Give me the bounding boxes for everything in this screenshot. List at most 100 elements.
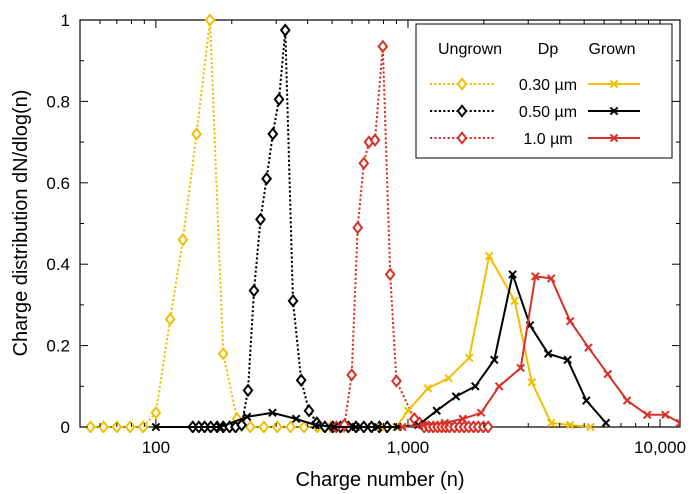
data-point-x: [311, 420, 320, 430]
legend-size-label: 0.30 µm: [519, 77, 577, 94]
data-point-x: [268, 408, 277, 418]
data-point-diamond: [217, 346, 229, 361]
data-point-x: [565, 316, 575, 326]
data-point-x: [451, 392, 461, 401]
data-point-x: [609, 133, 619, 143]
data-point-diamond: [303, 403, 315, 418]
series-line: [402, 275, 680, 428]
data-point-diamond: [248, 283, 260, 298]
y-tick-label: 0.6: [46, 174, 70, 193]
data-point-diamond: [408, 412, 420, 426]
legend-size-label: 0.50 µm: [519, 104, 577, 121]
data-point-diamond: [377, 39, 389, 54]
data-point-diamond: [242, 383, 254, 398]
data-point-diamond: [390, 374, 402, 388]
legend-header: Dp: [538, 41, 559, 58]
data-point-diamond: [137, 420, 149, 433]
data-point-diamond: [271, 420, 283, 433]
data-point-x: [543, 349, 553, 359]
data-point-diamond: [384, 267, 396, 282]
series-line: [336, 45, 489, 428]
data-point-x: [484, 251, 494, 261]
data-point-x: [476, 408, 486, 418]
data-point-x: [563, 355, 572, 365]
data-point-diamond: [298, 420, 310, 433]
data-point-x: [516, 363, 525, 373]
y-tick-label: 0.2: [46, 337, 70, 356]
x-tick-label: 10,000: [634, 438, 686, 457]
data-point-x: [546, 418, 556, 428]
x-axis-label: Charge number (n): [296, 469, 465, 491]
data-point-x: [373, 422, 383, 432]
y-tick-label: 0.8: [46, 92, 70, 111]
data-point-x: [291, 414, 301, 424]
data-point-diamond: [84, 420, 96, 433]
data-point-diamond: [191, 127, 203, 141]
x-tick-label: 1,000: [387, 438, 430, 457]
data-point-x: [471, 381, 480, 391]
data-point-diamond: [204, 14, 216, 27]
series-ungrown-030: [84, 14, 350, 433]
data-point-x: [215, 422, 225, 432]
y-tick-label: 1: [61, 11, 70, 30]
data-point-diamond: [258, 420, 270, 433]
data-point-diamond: [255, 212, 266, 227]
y-tick-label: 0.4: [46, 255, 70, 274]
data-point-x: [444, 373, 453, 383]
data-point-diamond: [124, 420, 136, 433]
data-point-diamond: [261, 171, 273, 186]
data-point-x: [489, 355, 499, 365]
data-point-diamond: [358, 156, 370, 171]
data-point-diamond: [267, 127, 279, 141]
data-point-x: [530, 272, 540, 281]
data-point-x: [432, 406, 441, 416]
legend-size-label: 1.0 µm: [523, 131, 572, 148]
series-grown-030: [376, 251, 595, 432]
data-point-diamond: [236, 418, 248, 432]
data-point-diamond: [177, 232, 189, 247]
data-point-x: [464, 353, 474, 363]
y-tick-label: 0: [61, 418, 70, 437]
data-point-x: [603, 369, 613, 379]
data-point-x: [403, 406, 413, 416]
plot-area: [84, 14, 680, 433]
data-point-x: [423, 384, 433, 393]
data-point-x: [458, 414, 468, 424]
data-point-diamond: [352, 220, 364, 235]
data-point-diamond: [456, 104, 468, 118]
data-point-x: [527, 377, 537, 387]
y-axis: 0 0.2 0.4 0.6 0.8 1: [46, 11, 680, 437]
data-point-x: [398, 422, 407, 432]
data-point-x: [494, 381, 504, 391]
x-tick-label: 100: [142, 438, 170, 457]
data-point-x: [418, 420, 428, 430]
data-point-x: [440, 418, 450, 428]
data-point-diamond: [295, 373, 307, 387]
data-point-x: [242, 412, 252, 422]
data-point-diamond: [369, 133, 381, 147]
data-point-diamond: [279, 23, 291, 37]
data-point-diamond: [456, 131, 468, 145]
series-line: [380, 255, 591, 428]
data-point-diamond: [346, 368, 358, 382]
data-point-x: [582, 396, 591, 405]
data-point-diamond: [150, 405, 162, 420]
data-point-x: [565, 420, 575, 430]
data-point-diamond: [244, 420, 256, 433]
legend: Ungrown Dp Grown 0.30 µm 0.50 µm 1.0 µm: [415, 23, 673, 159]
x-axis: 100 1,000 10,000: [79, 20, 686, 457]
data-point-x: [609, 79, 619, 89]
data-point-x: [508, 270, 517, 279]
data-point-x: [661, 410, 670, 420]
data-point-diamond: [98, 420, 109, 433]
legend-header: Ungrown: [438, 41, 502, 58]
data-point-x: [546, 274, 556, 283]
series-grown-10: [398, 272, 680, 432]
series-grown-050: [151, 270, 611, 432]
data-point-diamond: [164, 312, 176, 326]
data-point-x: [510, 296, 519, 306]
data-point-x: [622, 396, 632, 405]
data-point-diamond: [287, 294, 299, 308]
data-point-x: [675, 418, 680, 428]
